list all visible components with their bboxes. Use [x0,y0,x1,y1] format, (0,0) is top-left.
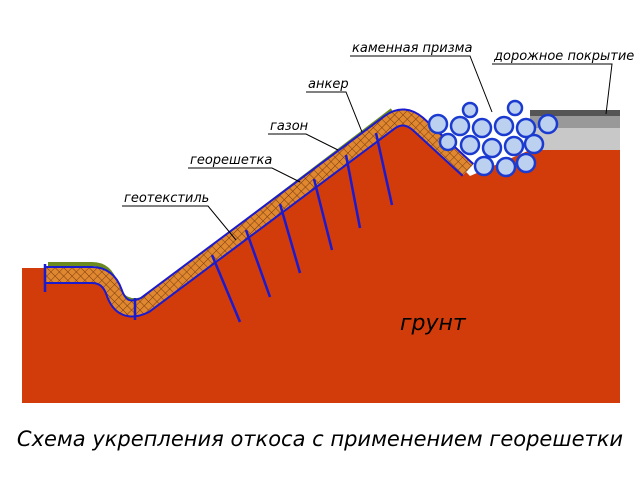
label: георешетка [190,153,272,168]
label: геотекстиль [124,191,209,206]
road-top [530,110,620,116]
leaders [122,55,613,241]
soil [22,115,620,404]
label: газон [270,119,309,134]
road-base [530,128,620,150]
caption: Схема укрепления откоса с применением ге… [17,427,623,451]
stone-prism [427,99,559,178]
label: анкер [308,77,349,92]
label: дорожное покрытие [493,49,634,64]
soil-label: грунт [400,311,467,336]
geogrid [45,110,473,316]
label: каменная призма [352,41,472,56]
anchors [210,132,394,323]
